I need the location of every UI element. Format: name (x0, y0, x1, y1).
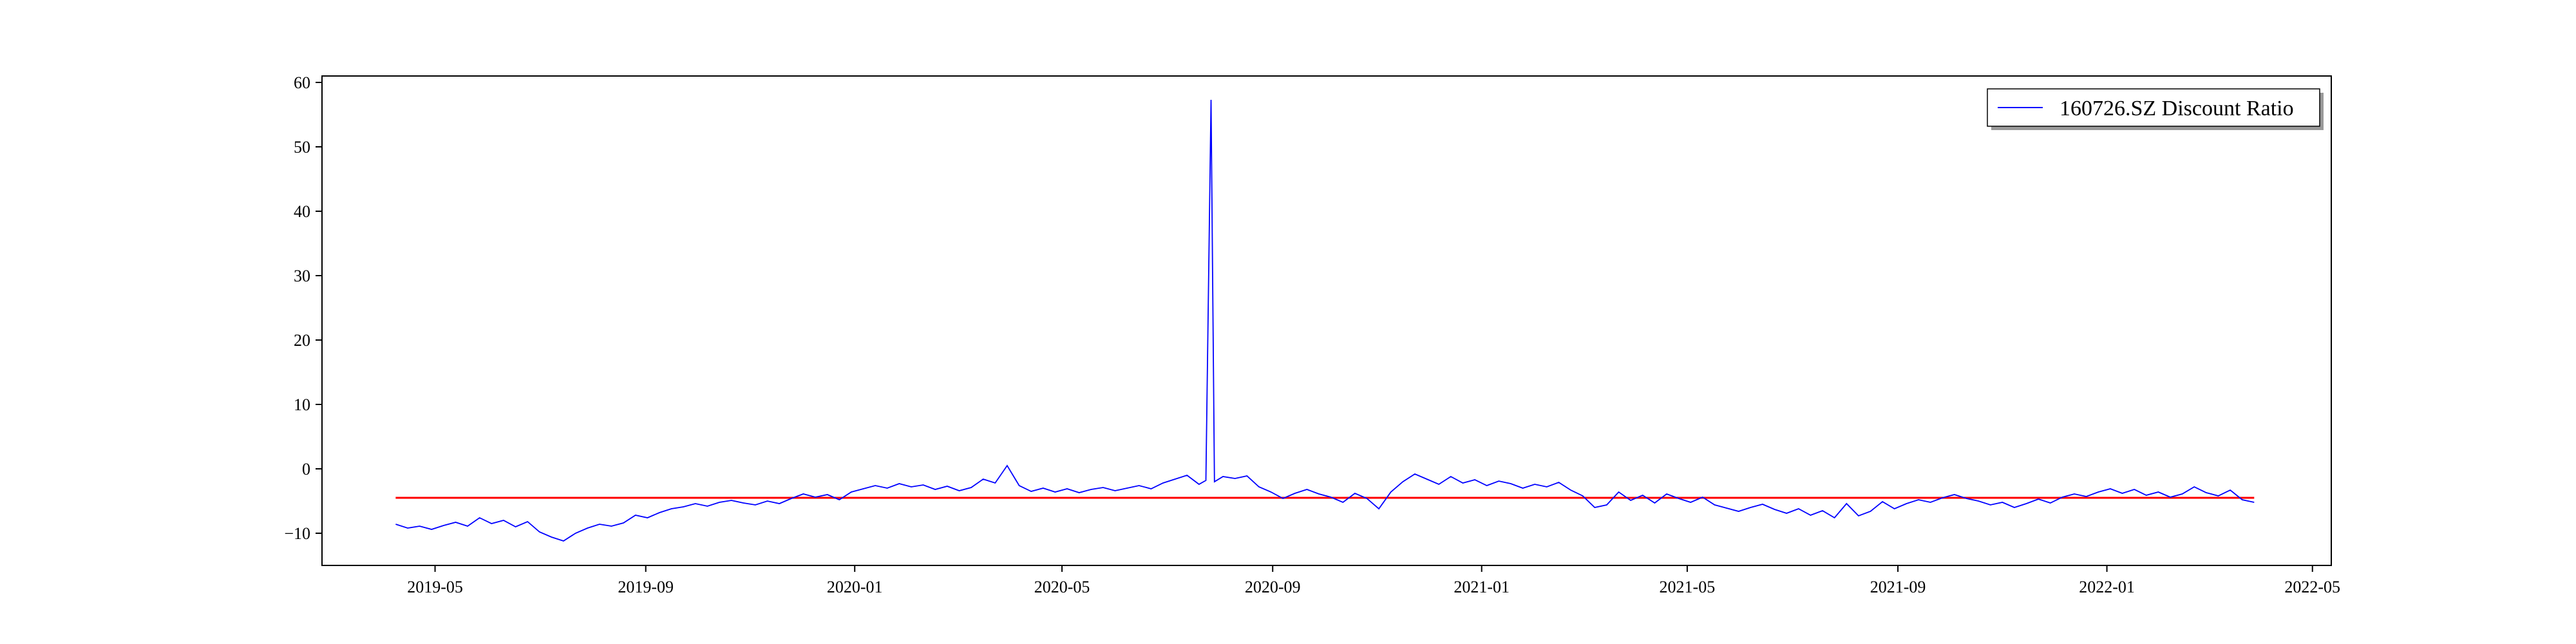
plot-frame (321, 75, 2332, 566)
y-tick-label: 20 (294, 331, 310, 350)
y-tick-label: 50 (294, 138, 310, 156)
y-tick-label: 30 (294, 267, 310, 285)
x-tick-label: 2021-01 (1454, 578, 1510, 596)
x-tick-label: 2019-09 (618, 578, 674, 596)
x-tick-label: 2021-05 (1660, 578, 1716, 596)
x-tick-label: 2022-05 (2284, 578, 2340, 596)
legend-label: 160726.SZ Discount Ratio (2060, 97, 2294, 120)
y-tick-label: 0 (302, 460, 310, 478)
y-tick-label: 40 (294, 202, 310, 221)
x-tick-label: 2020-09 (1245, 578, 1301, 596)
y-tick-label: 60 (294, 73, 310, 92)
y-tick-label: −10 (284, 524, 310, 543)
x-axis: 2019-05 2019-09 2020-01 2020-05 2020-09 2021-… (407, 565, 2340, 596)
x-tick-label: 2021-09 (1870, 578, 1926, 596)
legend: 160726.SZ Discount Ratio (1987, 88, 2324, 130)
y-axis: −10 0 10 20 30 40 50 60 (284, 73, 322, 543)
x-tick-label: 2020-05 (1034, 578, 1090, 596)
plot-area (395, 99, 2255, 542)
series-line-0 (395, 99, 2255, 542)
x-tick-label: 2020-01 (827, 578, 883, 596)
x-tick-label: 2019-05 (407, 578, 463, 596)
x-tick-label: 2022-01 (2079, 578, 2135, 596)
y-tick-label: 10 (294, 395, 310, 414)
